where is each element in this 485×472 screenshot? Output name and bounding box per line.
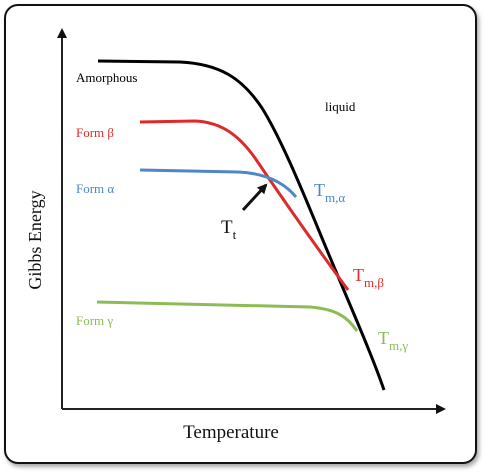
tm-alpha-label: Tm,α	[314, 180, 345, 205]
gamma-label: Form γ	[76, 313, 113, 328]
transition-temperature-label: Tt	[221, 217, 237, 242]
tm-beta-label: Tm,β	[353, 265, 384, 290]
transition-arrow	[241, 183, 268, 212]
liquid-label: liquid	[325, 99, 356, 114]
alpha-label: Form α	[76, 181, 114, 196]
figure-frame	[4, 4, 477, 464]
gamma-curve	[96, 300, 359, 332]
alpha-curve	[139, 168, 298, 198]
y-axis-title: Gibbs Energy	[25, 190, 45, 289]
x-axis-title: Temperature	[183, 422, 279, 443]
amorphous-curve	[97, 59, 386, 391]
beta-label: Form β	[76, 125, 114, 140]
amorphous-label: Amorphous	[76, 70, 137, 85]
tm-gamma-label: Tm,γ	[378, 328, 408, 353]
beta-curve	[139, 119, 350, 291]
